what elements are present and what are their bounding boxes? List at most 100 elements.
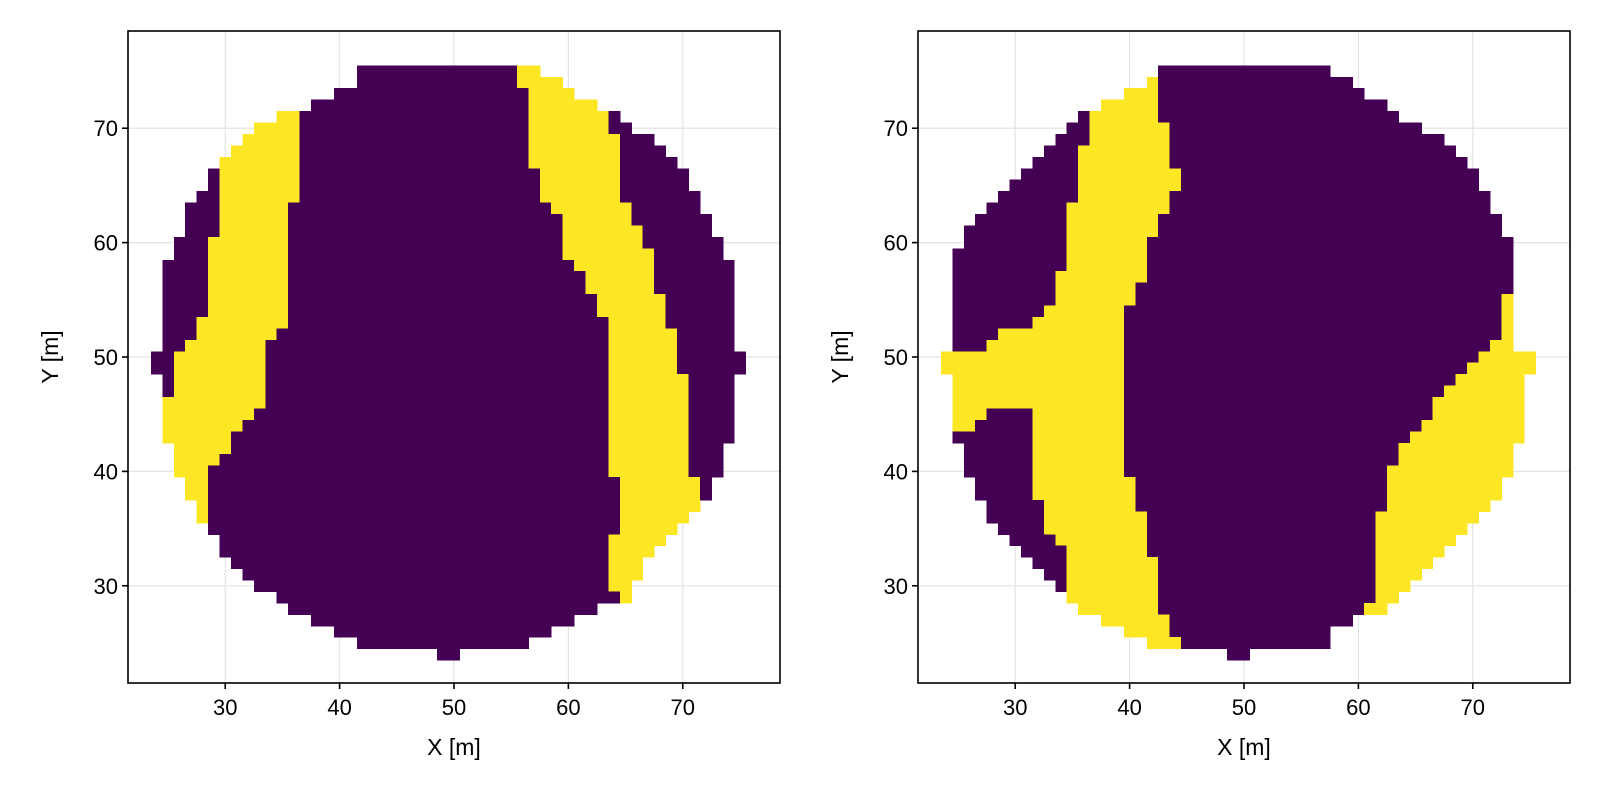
heatmap-cell: [1398, 568, 1411, 581]
heatmap-cell: [459, 557, 472, 570]
heatmap-cell: [1421, 454, 1434, 467]
heatmap-cell: [299, 145, 312, 158]
heatmap-cell: [619, 122, 632, 135]
heatmap-cell: [1272, 339, 1285, 352]
heatmap-cell: [299, 454, 312, 467]
heatmap-cell: [528, 214, 541, 226]
heatmap-cell: [1409, 122, 1422, 135]
heatmap-cell: [1306, 133, 1319, 146]
heatmap-cell: [1226, 374, 1239, 387]
heatmap-cell: [1078, 591, 1091, 604]
heatmap-cell: [173, 351, 186, 364]
heatmap-cell: [1455, 316, 1468, 329]
heatmap-cell: [1318, 328, 1331, 341]
heatmap-cell: [699, 282, 712, 295]
heatmap-cell: [1261, 351, 1274, 364]
heatmap-cell: [1455, 271, 1468, 284]
heatmap-cell: [311, 374, 323, 387]
heatmap-cell: [975, 408, 988, 421]
heatmap-cell: [368, 488, 381, 501]
heatmap-cell: [1329, 397, 1342, 409]
heatmap-cell: [1112, 602, 1125, 615]
heatmap-cell: [1318, 305, 1331, 318]
heatmap-cell: [654, 534, 667, 547]
heatmap-cell: [1409, 534, 1422, 547]
heatmap-cell: [425, 545, 438, 558]
heatmap-cell: [1467, 465, 1479, 478]
heatmap-cell: [1135, 99, 1148, 112]
heatmap-cell: [265, 419, 278, 432]
heatmap-cell: [1089, 522, 1102, 535]
heatmap-cell: [1501, 282, 1514, 295]
heatmap-cell: [1272, 236, 1285, 249]
heatmap-cell: [1249, 499, 1262, 512]
heatmap-cell: [391, 179, 404, 192]
heatmap-cell: [986, 248, 999, 261]
heatmap-cell: [471, 625, 484, 638]
heatmap-cell: [288, 122, 301, 135]
heatmap-cell: [1101, 511, 1113, 524]
heatmap-cell: [391, 145, 404, 158]
heatmap-cell: [1352, 179, 1365, 192]
heatmap-cell: [1455, 179, 1468, 192]
heatmap-cell: [162, 397, 175, 409]
heatmap-cell: [265, 545, 278, 558]
heatmap-cell: [1329, 111, 1342, 124]
heatmap-cell: [1261, 339, 1274, 352]
heatmap-cell: [345, 602, 358, 615]
heatmap-cell: [1364, 522, 1377, 535]
heatmap-cell: [311, 408, 323, 421]
heatmap-cell: [1181, 557, 1194, 570]
heatmap-cell: [1078, 362, 1091, 375]
heatmap-cell: [1249, 305, 1262, 318]
heatmap-cell: [1112, 568, 1125, 581]
heatmap-cell: [699, 408, 712, 421]
heatmap-cell: [699, 328, 712, 341]
heatmap-cell: [574, 488, 587, 501]
heatmap-cell: [333, 339, 346, 352]
heatmap-cell: [1078, 397, 1091, 409]
heatmap-cell: [963, 225, 976, 238]
heatmap-cell: [322, 236, 335, 249]
heatmap-cell: [642, 477, 655, 490]
heatmap-cell: [219, 431, 232, 444]
heatmap-cell: [459, 191, 472, 204]
heatmap-cell: [448, 248, 461, 261]
heatmap-cell: [1249, 316, 1262, 329]
heatmap-cell: [1489, 362, 1502, 375]
heatmap-cell: [1409, 362, 1422, 375]
heatmap-cell: [574, 111, 587, 124]
heatmap-cell: [1078, 522, 1091, 535]
heatmap-cell: [528, 305, 541, 318]
heatmap-cell: [1226, 408, 1239, 421]
heatmap-cell: [1226, 580, 1239, 592]
heatmap-cell: [585, 145, 598, 158]
heatmap-cell: [322, 557, 335, 570]
heatmap-cell: [1341, 99, 1354, 112]
heatmap-cell: [1146, 294, 1159, 307]
heatmap-cell: [471, 294, 484, 307]
heatmap-cell: [1020, 431, 1033, 444]
heatmap-cell: [208, 477, 221, 490]
heatmap-cell: [1364, 362, 1377, 375]
heatmap-cell: [356, 259, 369, 272]
heatmap-cell: [608, 111, 621, 124]
heatmap-cell: [677, 236, 689, 249]
heatmap-cell: [1055, 557, 1068, 570]
heatmap-cell: [1341, 259, 1354, 272]
heatmap-cell: [208, 214, 221, 226]
heatmap-cell: [1123, 408, 1136, 421]
heatmap-cell: [333, 602, 346, 615]
heatmap-cell: [516, 511, 529, 524]
heatmap-cell: [1112, 362, 1125, 375]
heatmap-cell: [368, 191, 381, 204]
heatmap-cell: [528, 133, 541, 146]
heatmap-cell: [1135, 214, 1148, 226]
heatmap-cell: [1009, 225, 1022, 238]
heatmap-cell: [1341, 511, 1354, 524]
heatmap-cell: [1215, 488, 1228, 501]
heatmap-cell: [1329, 339, 1342, 352]
heatmap-cell: [1135, 580, 1148, 592]
heatmap-cell: [1226, 602, 1239, 615]
